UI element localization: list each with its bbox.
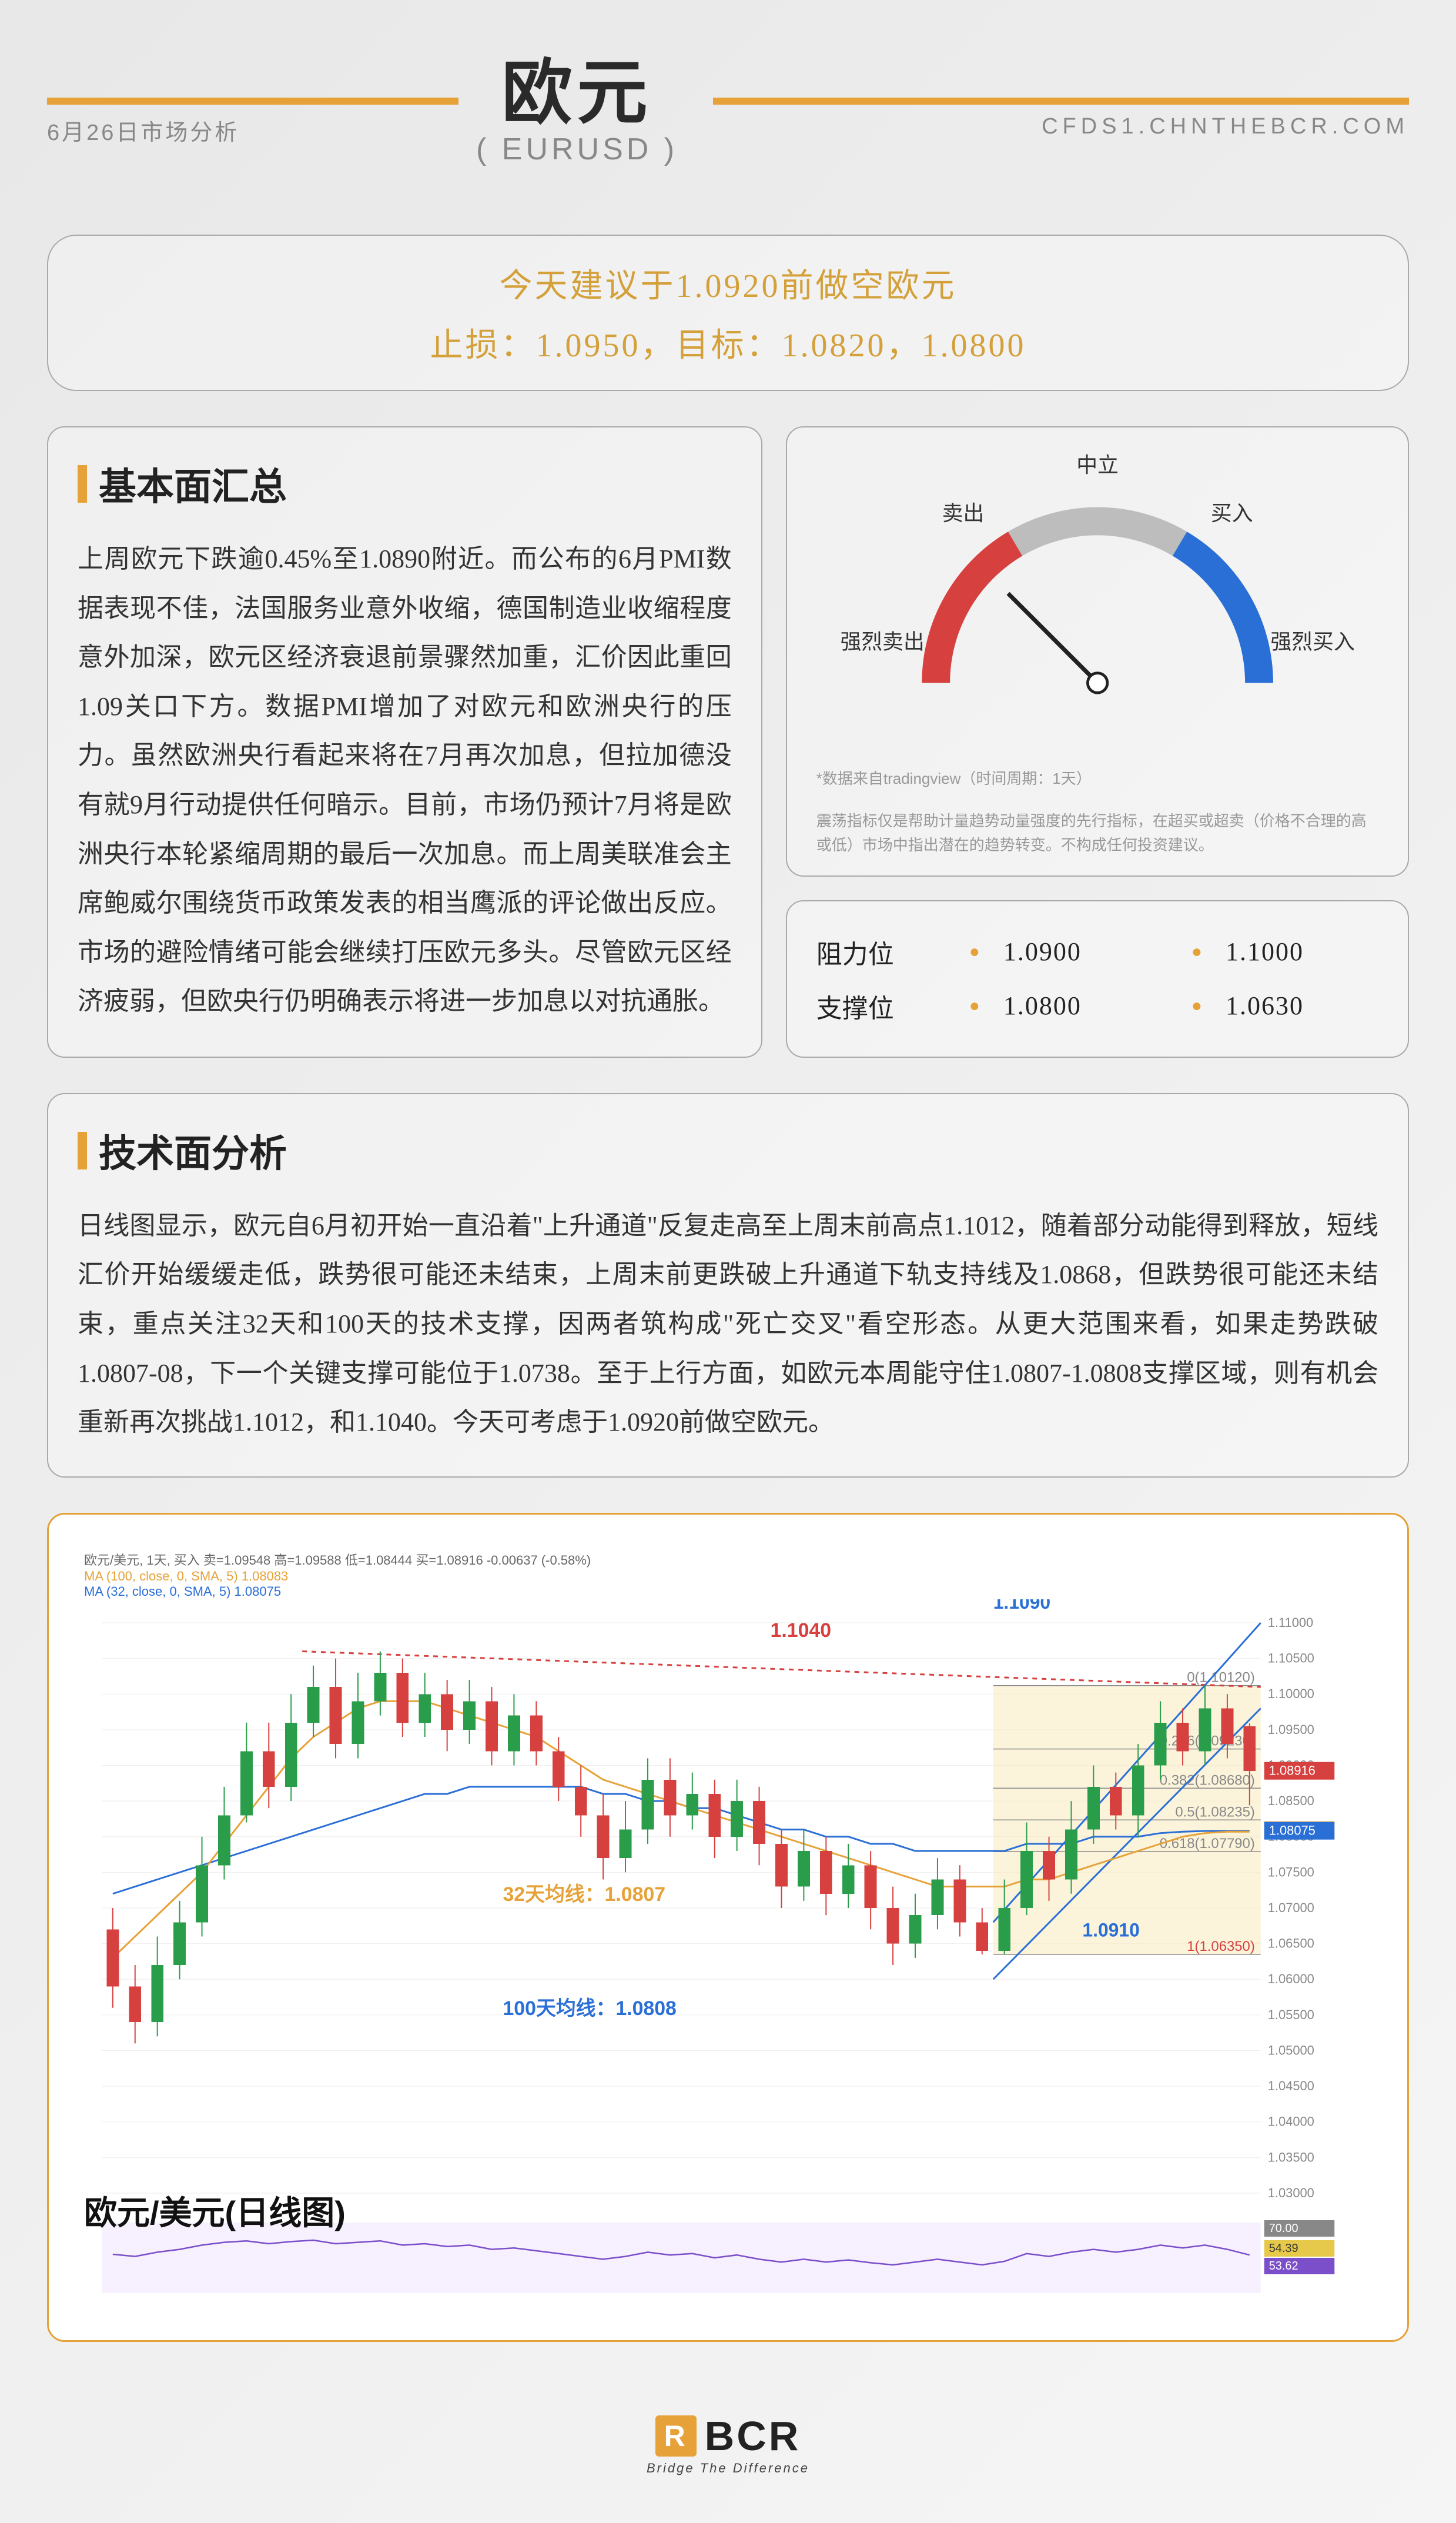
footer-tagline: Bridge The Difference <box>47 2461 1409 2476</box>
svg-text:1(1.06350): 1(1.06350) <box>1187 1939 1255 1954</box>
technical-heading: 技术面分析 <box>78 1124 1378 1178</box>
svg-text:100天均线：1.0808: 100天均线：1.0808 <box>503 1997 676 2020</box>
page-title-cn: 欧元 <box>476 35 678 138</box>
accent-bar-right <box>713 98 1409 105</box>
svg-text:0(1.10120): 0(1.10120) <box>1187 1669 1255 1685</box>
svg-text:强烈卖出: 强烈卖出 <box>840 630 924 653</box>
logo-icon: R <box>655 2415 697 2457</box>
svg-text:1.04500: 1.04500 <box>1268 2078 1314 2093</box>
gauge-disclaimer: 震荡指标仅是帮助计量趋势动量强度的先行指标，在超买或超卖（价格不合理的高或低）市… <box>816 809 1378 858</box>
svg-text:1.1040: 1.1040 <box>771 1619 832 1642</box>
svg-text:1.07500: 1.07500 <box>1268 1864 1314 1879</box>
svg-text:1.06000: 1.06000 <box>1268 1971 1314 1986</box>
date-text: 6月26日市场分析 <box>47 114 239 146</box>
svg-text:32天均线：1.0807: 32天均线：1.0807 <box>503 1883 665 1906</box>
svg-text:1.1090: 1.1090 <box>993 1599 1050 1613</box>
svg-text:1.04000: 1.04000 <box>1268 2114 1314 2128</box>
chart-meta-ma32: MA (32, close, 0, SMA, 5) 1.08075 <box>84 1584 1372 1599</box>
resistance-row: 阻力位 ● 1.0900 ● 1.1000 <box>816 925 1378 979</box>
support-label: 支撑位 <box>816 987 934 1025</box>
svg-text:1.03500: 1.03500 <box>1268 2150 1314 2164</box>
title-block: 欧元 ( EURUSD ) <box>476 35 678 167</box>
svg-text:1.11000: 1.11000 <box>1268 1615 1314 1630</box>
svg-text:0.618(1.07790): 0.618(1.07790) <box>1160 1836 1255 1852</box>
footer-logo: R BCR <box>655 2412 801 2459</box>
sentiment-gauge-panel: 强烈卖出 卖出 中立买入强烈买入 *数据来自tradingview（时间周期：1天）… <box>786 426 1409 877</box>
footer: R BCR Bridge The Difference <box>47 2389 1409 2488</box>
bullet-icon: ● <box>969 996 980 1016</box>
chart-meta-line1: 欧元/美元, 1天, 买入 卖=1.09548 高=1.09588 低=1.08… <box>84 1550 1372 1569</box>
svg-text:54.39: 54.39 <box>1269 2242 1298 2255</box>
chart-area: 1.110001.105001.100001.095001.090001.085… <box>84 1599 1372 2305</box>
svg-text:1.08500: 1.08500 <box>1268 1793 1314 1808</box>
svg-text:强烈买入: 强烈买入 <box>1270 630 1354 653</box>
support-value-1: 1.0800 <box>1003 991 1156 1021</box>
chart-caption: 欧元/美元(日线图) <box>84 2187 346 2234</box>
fundamentals-panel: 基本面汇总 上周欧元下跌逾0.45%至1.0890附近。而公布的6月PMI数据表… <box>47 426 762 1058</box>
page-title-en: ( EURUSD ) <box>476 132 678 167</box>
bullet-icon: ● <box>1191 996 1202 1016</box>
svg-text:70.00: 70.00 <box>1269 2222 1298 2235</box>
chart-meta-ma100: MA (100, close, 0, SMA, 5) 1.08083 <box>84 1569 1372 1584</box>
support-value-2: 1.0630 <box>1226 991 1378 1021</box>
svg-text:1.07000: 1.07000 <box>1268 1900 1314 1915</box>
chart-panel: 欧元/美元, 1天, 买入 卖=1.09548 高=1.09588 低=1.08… <box>47 1513 1409 2342</box>
bullet-icon: ● <box>969 942 980 962</box>
technical-panel: 技术面分析 日线图显示，欧元自6月初开始一直沿着"上升通道"反复走高至上周末前高… <box>47 1093 1409 1478</box>
resistance-value-1: 1.0900 <box>1003 937 1156 967</box>
recommendation-line2: 止损：1.0950，目标：1.0820，1.0800 <box>83 319 1373 366</box>
svg-text:1.09500: 1.09500 <box>1268 1722 1314 1737</box>
resistance-label: 阻力位 <box>816 933 934 971</box>
support-row: 支撑位 ● 1.0800 ● 1.0630 <box>816 979 1378 1033</box>
technical-body: 日线图显示，欧元自6月初开始一直沿着"上升通道"反复走高至上周末前高点1.101… <box>78 1201 1378 1447</box>
bullet-icon: ● <box>1191 942 1202 962</box>
recommendation-line1: 今天建议于1.0920前做空欧元 <box>83 259 1373 307</box>
svg-text:53.62: 53.62 <box>1269 2260 1298 2273</box>
svg-text:1.10500: 1.10500 <box>1268 1650 1314 1665</box>
svg-text:0.382(1.08680): 0.382(1.08680) <box>1160 1772 1255 1788</box>
fundamentals-heading: 基本面汇总 <box>78 457 732 511</box>
svg-text:1.03000: 1.03000 <box>1268 2186 1314 2200</box>
svg-text:0.5(1.08235): 0.5(1.08235) <box>1175 1804 1254 1820</box>
svg-text:中立: 中立 <box>1076 453 1119 477</box>
svg-text:1.10000: 1.10000 <box>1268 1686 1314 1701</box>
recommendation-box: 今天建议于1.0920前做空欧元 止损：1.0950，目标：1.0820，1.0… <box>47 235 1409 391</box>
accent-bar-left <box>47 98 458 105</box>
footer-brand: BCR <box>705 2412 801 2459</box>
svg-text:买入: 买入 <box>1211 502 1253 525</box>
resistance-value-2: 1.1000 <box>1226 937 1378 967</box>
sentiment-gauge: 强烈卖出 卖出 中立买入强烈买入 <box>816 451 1378 746</box>
svg-text:1.0910: 1.0910 <box>1082 1919 1139 1940</box>
fundamentals-body: 上周欧元下跌逾0.45%至1.0890附近。而公布的6月PMI数据表现不佳，法国… <box>78 534 732 1026</box>
site-url: CFDS1.CHNTHEBCR.COM <box>1042 114 1409 146</box>
levels-panel: 阻力位 ● 1.0900 ● 1.1000 支撑位 ● 1.0800 ● 1.0… <box>786 900 1409 1058</box>
svg-text:1.08916: 1.08916 <box>1269 1763 1316 1777</box>
svg-text:卖出: 卖出 <box>942 502 984 525</box>
svg-text:1.08075: 1.08075 <box>1269 1823 1316 1837</box>
svg-text:1.05000: 1.05000 <box>1268 2043 1314 2057</box>
svg-text:1.06500: 1.06500 <box>1268 1936 1314 1950</box>
gauge-source-note: *数据来自tradingview（时间周期：1天） <box>816 767 1378 791</box>
svg-text:1.05500: 1.05500 <box>1268 2007 1314 2022</box>
